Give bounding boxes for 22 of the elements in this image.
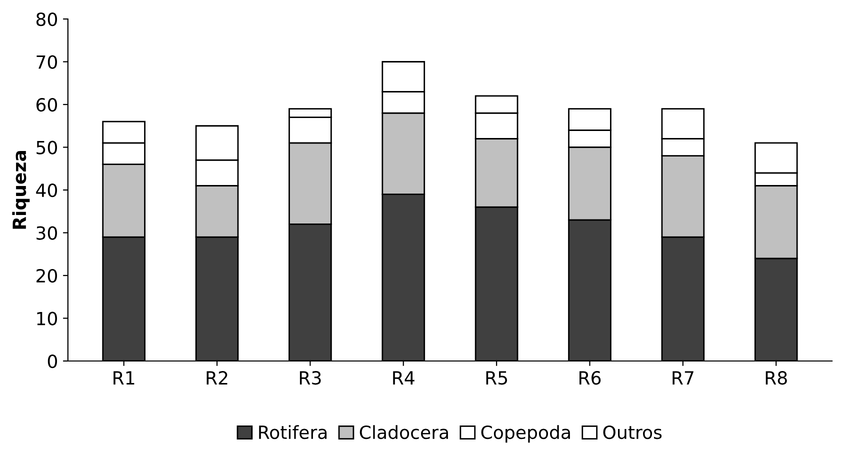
x-tick-label: R1 bbox=[114, 371, 134, 384]
y-tick-label: 30 bbox=[36, 226, 57, 240]
y-tick-label: 40 bbox=[36, 183, 57, 198]
x-tick-label: R8 bbox=[766, 371, 787, 385]
y-tick-label: 50 bbox=[36, 140, 57, 154]
legend-label: Rotifera bbox=[259, 425, 327, 440]
y-tick-label: 0 bbox=[48, 354, 57, 368]
y-tick-label: 10 bbox=[37, 312, 57, 326]
x-tick-label: R5 bbox=[486, 371, 507, 385]
legend-label: Outros bbox=[603, 425, 662, 440]
y-tick-label: 20 bbox=[36, 268, 57, 283]
x-tick-label: R3 bbox=[300, 371, 321, 385]
y-tick-label: 80 bbox=[36, 12, 57, 26]
x-tick-label: R2 bbox=[206, 371, 228, 384]
y-axis-title: Riqueza bbox=[12, 151, 30, 229]
x-tick-label: R4 bbox=[393, 371, 414, 384]
y-tick-label: 70 bbox=[36, 55, 57, 69]
y-tick-label: 60 bbox=[36, 98, 57, 112]
x-tick-label: R6 bbox=[580, 371, 601, 385]
legend-label: Cladocera bbox=[360, 425, 448, 440]
legend-label: Copepoda bbox=[481, 425, 570, 443]
x-tick-label: R7 bbox=[672, 371, 694, 384]
